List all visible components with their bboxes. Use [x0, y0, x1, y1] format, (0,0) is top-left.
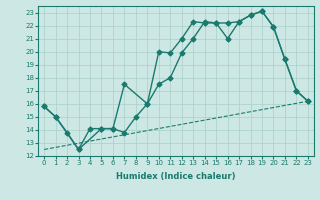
X-axis label: Humidex (Indice chaleur): Humidex (Indice chaleur) [116, 172, 236, 181]
